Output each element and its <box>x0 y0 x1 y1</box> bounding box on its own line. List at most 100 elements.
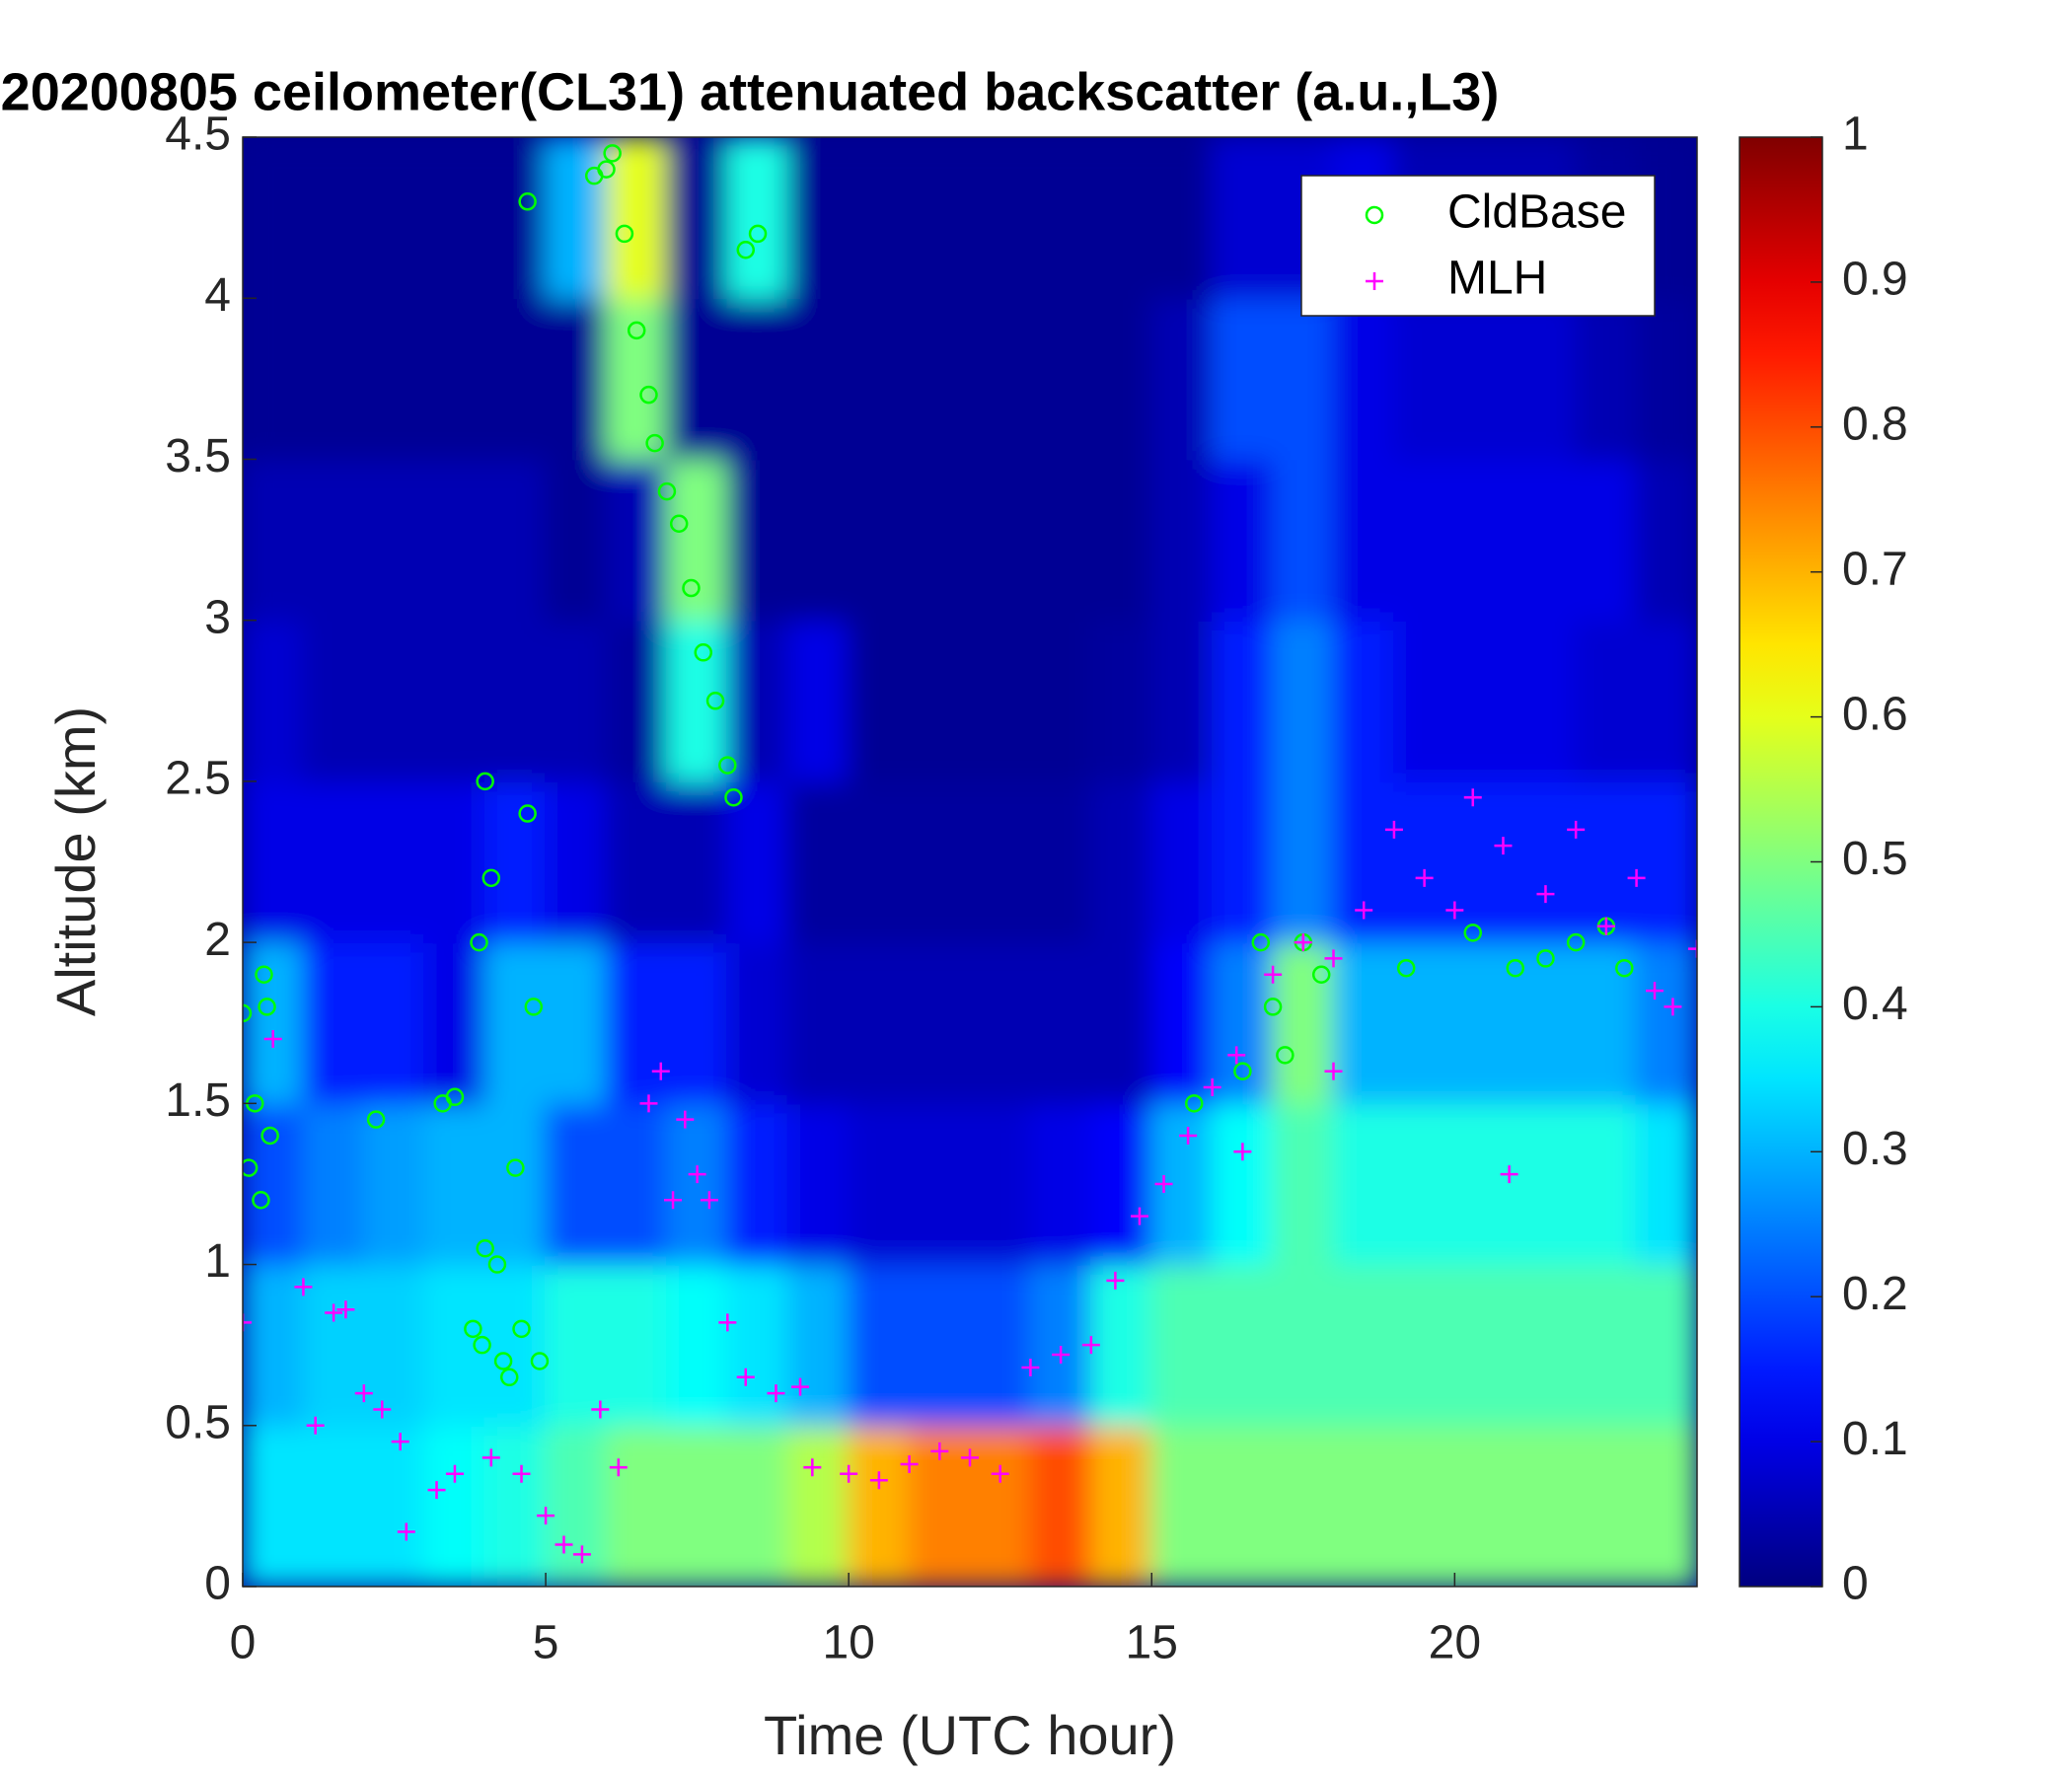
mlh-point <box>609 1458 628 1477</box>
heat-cell <box>665 779 729 944</box>
legend-label: MLH <box>1447 253 1547 305</box>
x-tick-label: 15 <box>1126 1617 1178 1669</box>
heat-cell <box>1211 619 1275 782</box>
heat-cell <box>1514 941 1578 1105</box>
mlh-point <box>1052 1345 1071 1364</box>
heat-cell <box>665 1424 729 1587</box>
y-tick-label: 2.5 <box>165 753 231 805</box>
heat-cell <box>848 1424 911 1587</box>
heat-cell <box>423 779 486 944</box>
heat-cell <box>665 941 729 1105</box>
mlh-point <box>1355 901 1373 920</box>
heat-cell <box>243 458 305 622</box>
heat-cell <box>362 458 426 622</box>
cloud-base-point <box>243 1158 259 1177</box>
mlh-point <box>1445 901 1464 920</box>
colorbar <box>1739 136 1823 1588</box>
mlh-point <box>445 1464 464 1483</box>
mlh-point <box>664 1191 683 1210</box>
heat-cell <box>726 137 789 300</box>
heat-cell <box>1453 619 1517 782</box>
heat-cell <box>908 297 971 461</box>
heat-cell <box>1514 1263 1578 1427</box>
legend-box <box>1300 175 1656 317</box>
heat-cell <box>1272 297 1335 461</box>
heat-cell <box>969 941 1032 1105</box>
mlh-point <box>791 1377 810 1396</box>
heat-cell <box>243 619 305 782</box>
mlh-point <box>1264 965 1283 984</box>
heat-cell <box>1635 1102 1697 1266</box>
heat-cell <box>1575 1102 1638 1266</box>
heat-cell <box>1332 941 1395 1105</box>
y-axis-label: Altitude (km) <box>44 706 107 1016</box>
cloud-base-point <box>512 1319 531 1339</box>
heat-cell <box>786 458 851 622</box>
heat-cell <box>545 297 608 461</box>
heat-cell <box>1332 1102 1395 1266</box>
heat-cell <box>1272 1263 1335 1427</box>
cloud-base-point <box>493 1352 513 1370</box>
mlh-point <box>1596 917 1615 935</box>
heat-cell <box>1150 619 1214 782</box>
heat-cell <box>1392 297 1456 461</box>
heat-cell <box>1150 458 1214 622</box>
heat-cell <box>1575 779 1638 944</box>
mlh-point <box>1500 1165 1518 1184</box>
heat-cell <box>1392 458 1456 622</box>
mlh-point <box>1233 1143 1252 1161</box>
x-axis-label: Time (UTC hour) <box>764 1704 1176 1766</box>
heat-cell <box>243 941 305 1105</box>
heat-cell <box>1453 1263 1517 1427</box>
heat-cell <box>545 941 608 1105</box>
mlh-point <box>1324 1062 1343 1080</box>
heat-cell <box>483 137 548 300</box>
heat-cell <box>1635 779 1697 944</box>
mlh-point <box>294 1278 313 1296</box>
cloud-base-point <box>499 1368 519 1387</box>
heat-cell <box>1029 137 1092 300</box>
heat-cell <box>1635 1263 1697 1427</box>
heat-cell <box>1453 1424 1517 1587</box>
heat-cell <box>243 297 305 461</box>
heat-cell <box>969 1102 1032 1266</box>
heat-cell <box>848 941 911 1105</box>
heat-cell <box>1514 297 1578 461</box>
colorbar-tick-label: 0.2 <box>1842 1268 1908 1320</box>
heat-cell <box>362 297 426 461</box>
heat-cell <box>605 619 668 782</box>
cloud-base-point <box>470 932 488 952</box>
mlh-point <box>1106 1271 1125 1290</box>
heat-cell <box>1211 1102 1275 1266</box>
y-tick-label: 1.5 <box>165 1074 231 1127</box>
cloud-base-point <box>603 144 622 163</box>
cloud-base-point <box>705 692 725 710</box>
heat-cell <box>1089 1102 1153 1266</box>
heat-cell <box>726 1102 789 1266</box>
heat-cell <box>786 297 851 461</box>
heat-cell <box>423 1102 486 1266</box>
heat-cell <box>483 297 548 461</box>
heat-cell <box>1089 458 1153 622</box>
heat-cell <box>1514 1102 1578 1266</box>
heat-cell <box>605 941 668 1105</box>
heat-cell <box>726 297 789 461</box>
heat-cell <box>243 137 305 300</box>
colorbar-tick-label: 0 <box>1842 1558 1869 1610</box>
heat-cell <box>908 779 971 944</box>
heat-cell <box>243 1424 305 1587</box>
mlh-point <box>1081 1336 1100 1355</box>
heat-cell <box>969 137 1032 300</box>
heat-cell <box>908 941 971 1105</box>
heat-cell <box>302 1263 365 1427</box>
mlh-point <box>1664 998 1682 1016</box>
heat-cell <box>726 458 789 622</box>
heat-cell <box>1089 1263 1153 1427</box>
mlh-point <box>1463 788 1482 807</box>
heat-cell <box>605 297 668 461</box>
legend-marker <box>1365 205 1384 225</box>
legend-marker <box>1366 272 1383 290</box>
heat-cell <box>483 1263 548 1427</box>
heat-cell <box>1635 458 1697 622</box>
mlh-point <box>1179 1126 1198 1145</box>
